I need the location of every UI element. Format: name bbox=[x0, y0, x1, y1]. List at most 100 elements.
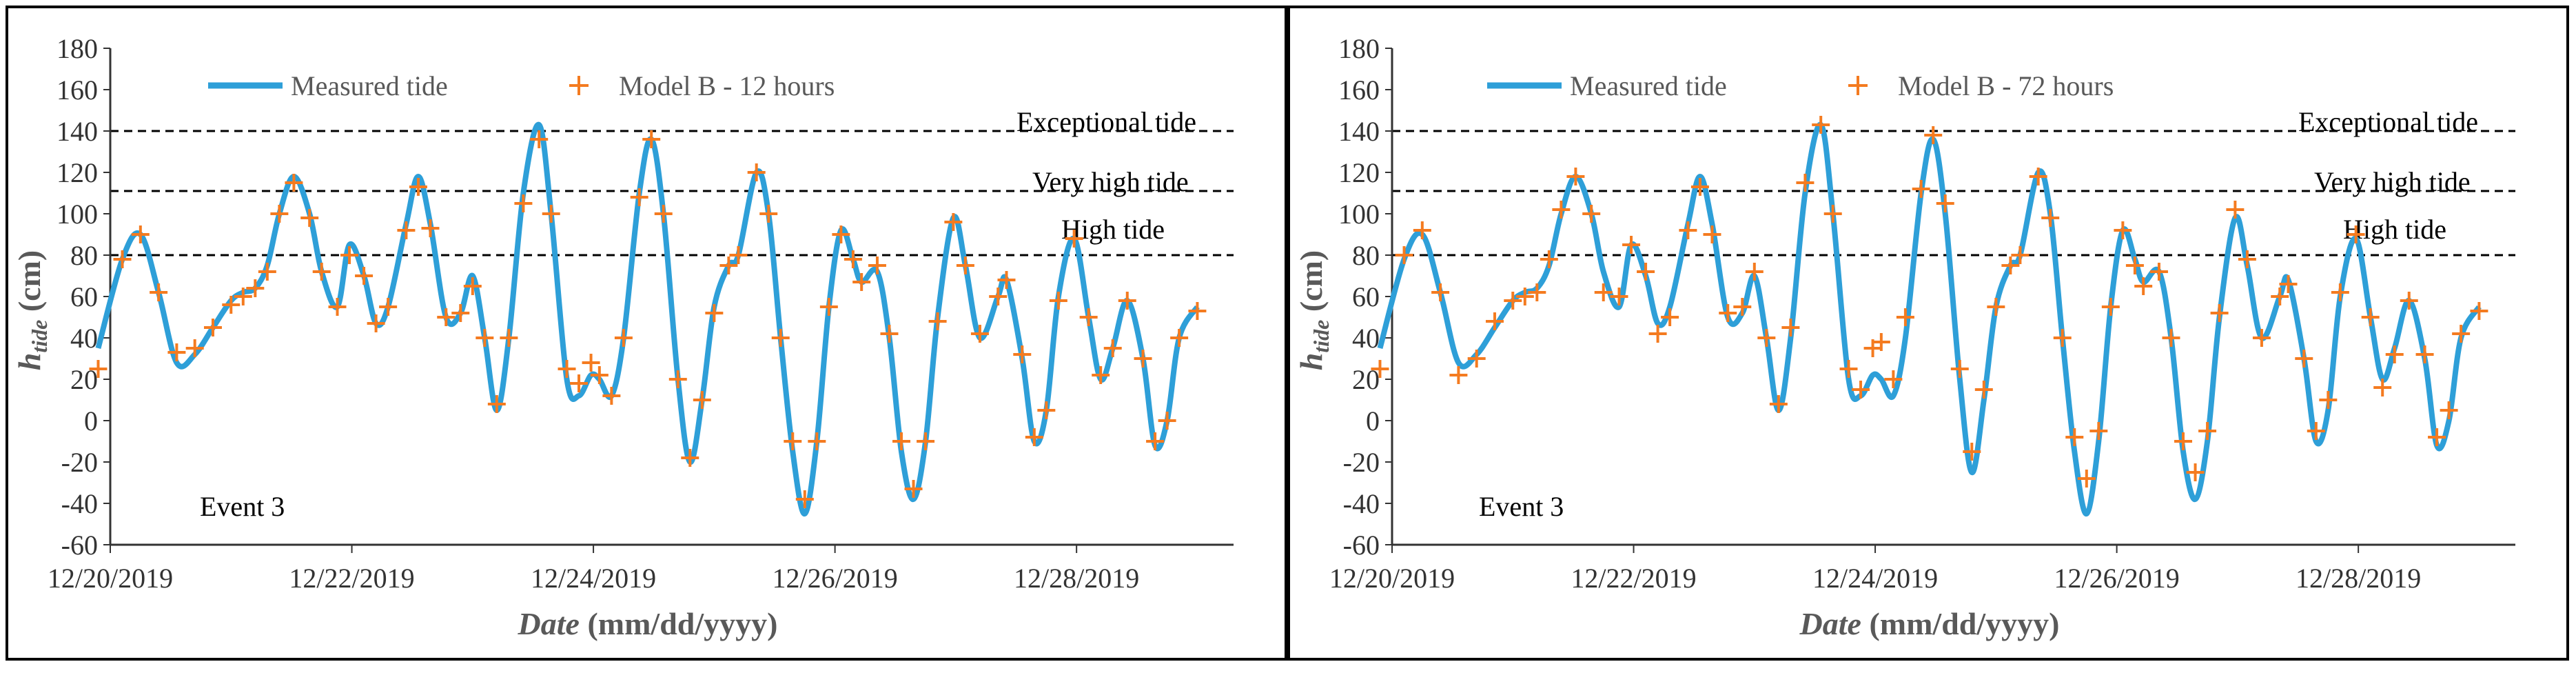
model-marker bbox=[642, 130, 661, 148]
model-marker bbox=[614, 329, 633, 347]
model-marker bbox=[668, 370, 687, 388]
model-marker bbox=[2279, 275, 2298, 293]
model-marker bbox=[1812, 116, 1830, 134]
y-tick-label: 60 bbox=[1352, 281, 1380, 312]
model-marker bbox=[1515, 288, 1534, 305]
model-marker bbox=[1449, 366, 1468, 384]
x-axis-title: Date (mm/dd/yyyy) bbox=[518, 606, 778, 641]
x-tick-label: 12/28/2019 bbox=[1014, 563, 1139, 594]
model-marker bbox=[1146, 432, 1165, 450]
model-marker bbox=[747, 163, 766, 181]
model-marker bbox=[2011, 246, 2030, 264]
threshold-label: High tide bbox=[2343, 214, 2446, 245]
x-axis-ticks: 12/20/2019 12/22/2019 12/24/2019 12/26/2019… bbox=[1329, 545, 2421, 594]
model-marker bbox=[2210, 304, 2229, 322]
y-tick-label: 60 bbox=[70, 281, 98, 312]
model-marker bbox=[367, 314, 385, 332]
model-marker bbox=[463, 277, 482, 295]
model-marker bbox=[2125, 257, 2144, 274]
model-marker bbox=[1719, 304, 1737, 322]
model-marker bbox=[1796, 174, 1815, 192]
legend-marker-model bbox=[1848, 76, 1868, 95]
x-tick-label: 12/20/2019 bbox=[1329, 563, 1455, 594]
model-marker bbox=[1158, 412, 1176, 430]
model-marker bbox=[222, 296, 241, 314]
model-marker bbox=[234, 288, 252, 305]
model-marker bbox=[437, 308, 456, 326]
model-marker bbox=[1987, 298, 2005, 316]
model-marker bbox=[630, 188, 648, 206]
model-marker bbox=[654, 205, 673, 223]
model-marker bbox=[1134, 350, 1152, 368]
y-tick-label: -20 bbox=[1343, 447, 1380, 478]
measured-tide-series bbox=[1377, 121, 2482, 517]
event-annotation: Event 3 bbox=[200, 491, 285, 522]
y-tick-label: 40 bbox=[1352, 323, 1380, 354]
model-marker bbox=[1413, 221, 1431, 239]
model-marker bbox=[1485, 312, 1504, 330]
legend: Measured tide Model B - 12 hours bbox=[208, 70, 835, 101]
y-tick-label: 100 bbox=[57, 199, 98, 230]
model-marker bbox=[1781, 319, 1800, 336]
model-marker bbox=[2186, 463, 2205, 481]
y-tick-label: 160 bbox=[57, 74, 98, 106]
model-marker bbox=[1769, 395, 1788, 413]
model-marker bbox=[150, 283, 168, 301]
model-marker bbox=[892, 432, 911, 450]
model-marker bbox=[1528, 283, 1546, 301]
y-tick-label: 80 bbox=[70, 240, 98, 271]
model-marker bbox=[2101, 298, 2120, 316]
model-marker bbox=[808, 432, 826, 450]
model-marker bbox=[795, 490, 814, 508]
model-marker bbox=[1594, 283, 1613, 301]
model-marker bbox=[944, 213, 963, 231]
y-tick-label: -40 bbox=[1343, 488, 1380, 519]
model-marker bbox=[1566, 168, 1585, 185]
model-marker bbox=[2271, 288, 2289, 305]
model-marker bbox=[989, 288, 1008, 305]
model-marker bbox=[2065, 428, 2084, 446]
model-marker bbox=[1690, 178, 1709, 196]
model-marker bbox=[1092, 366, 1110, 384]
model-marker bbox=[2307, 422, 2325, 440]
model-marker bbox=[719, 257, 738, 274]
model-marker bbox=[530, 130, 549, 148]
threshold-label: Very high tide bbox=[2314, 166, 2471, 197]
y-tick-label: 140 bbox=[57, 116, 98, 147]
x-tick-label: 12/24/2019 bbox=[531, 563, 656, 594]
model-marker bbox=[2149, 263, 2168, 281]
y-tick-label: -60 bbox=[1343, 530, 1380, 561]
model-marker bbox=[928, 312, 947, 330]
model-marker bbox=[246, 279, 265, 297]
model-marker bbox=[558, 360, 576, 378]
model-marker bbox=[1703, 225, 1721, 243]
model-marker bbox=[397, 221, 416, 239]
model-marker bbox=[89, 360, 108, 378]
model-series-markers bbox=[1371, 116, 2488, 488]
model-marker bbox=[997, 271, 1016, 289]
model-marker bbox=[2174, 432, 2193, 450]
model-marker bbox=[705, 304, 724, 322]
model-marker bbox=[487, 395, 506, 413]
model-marker bbox=[1661, 308, 1679, 326]
model-marker bbox=[917, 432, 935, 450]
model-marker bbox=[1049, 292, 1067, 310]
measured-tide-series bbox=[95, 121, 1200, 517]
x-axis-title: Date (mm/dd/yyyy) bbox=[1799, 606, 2060, 641]
model-marker bbox=[2347, 225, 2365, 243]
model-marker bbox=[880, 325, 899, 343]
model-marker bbox=[113, 250, 132, 268]
model-marker bbox=[759, 205, 778, 223]
model-marker bbox=[1582, 205, 1601, 223]
measured-tide-line bbox=[1377, 121, 2482, 517]
legend: Measured tide Model B - 72 hours bbox=[1487, 70, 2114, 101]
model-marker bbox=[1823, 205, 1842, 223]
model-marker bbox=[2001, 257, 2020, 274]
model-marker bbox=[1118, 292, 1136, 310]
model-marker bbox=[2134, 277, 2153, 295]
model-marker bbox=[285, 174, 303, 192]
